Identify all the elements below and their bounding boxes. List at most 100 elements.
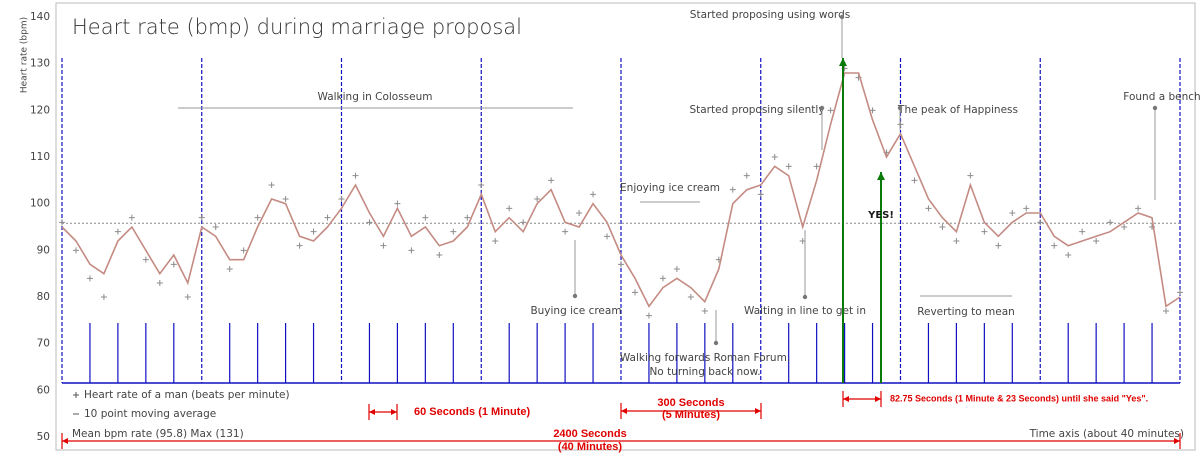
heart-rate-point: [1065, 252, 1072, 258]
heart-rate-point: [673, 266, 680, 272]
annotation: Found a bench: [1123, 91, 1200, 103]
annotation-dot: [819, 105, 825, 111]
heart-rate-point: [86, 275, 93, 282]
y-tick-label: 100: [30, 198, 50, 210]
heart-rate-point: [1037, 219, 1044, 226]
heart-rate-point: [869, 107, 876, 114]
annotation: Enjoying ice cream: [620, 182, 720, 194]
y-tick-label: 60: [37, 384, 50, 396]
heart-rate-point: [785, 163, 792, 170]
heart-rate-point: [1051, 242, 1058, 249]
heart-rate-point: [604, 233, 611, 240]
heart-rate-point: [170, 261, 177, 268]
heart-rate-point: [226, 266, 233, 272]
heart-rate-point: [1177, 289, 1183, 296]
annotation: No turning back now.: [649, 366, 760, 378]
y-axis-label: Heart rate (bpm): [20, 17, 30, 93]
heart-rate-point: [953, 238, 960, 244]
heart-rate-point: [268, 182, 275, 188]
heart-rate-point: [59, 219, 65, 226]
heart-rate-point: [548, 177, 555, 184]
heart-rate-point: [1163, 308, 1170, 314]
red-arrowhead: [391, 409, 397, 415]
annotation: Started proposing silently: [689, 104, 824, 116]
heart-rate-point: [981, 228, 988, 235]
heart-rate-point: [520, 219, 527, 226]
heart-rate-point: [394, 200, 401, 207]
heart-rate-point: [408, 247, 415, 254]
heart-rate-point: [1135, 205, 1142, 212]
frame: [55, 2, 1196, 451]
heart-rate-point: [436, 252, 443, 258]
red-arrowhead: [1174, 438, 1180, 444]
heart-rate-point: [1093, 238, 1100, 244]
heart-rate-point: [645, 312, 652, 319]
annotation: Walking in Colosseum: [317, 91, 432, 103]
heart-rate-point: [156, 280, 163, 286]
heart-rate-point: [631, 289, 638, 296]
heart-rate-point: [464, 214, 471, 221]
heart-rate-point: [254, 214, 261, 221]
heart-rate-point: [72, 247, 79, 254]
yes-label: YES!: [867, 210, 894, 221]
heart-rate-point: [925, 205, 932, 212]
heart-rate-point: [757, 191, 764, 198]
red-arrowhead: [875, 396, 881, 402]
callout: 300 Seconds: [657, 397, 724, 409]
green-arrowhead: [877, 172, 885, 180]
heart-rate-point: [296, 242, 303, 249]
annotation: Buying ice cream: [530, 305, 621, 317]
chart-title: Heart rate (bmp) during marriage proposa…: [72, 15, 522, 39]
heart-rate-point: [799, 238, 806, 244]
heart-rate-point: [212, 224, 219, 230]
heart-rate-point: [743, 172, 750, 179]
red-arrowhead: [62, 438, 68, 444]
heart-rate-point: [450, 228, 457, 235]
heart-rate-point: [1121, 224, 1128, 230]
y-tick-label: 120: [30, 104, 50, 116]
heart-rate-point: [1023, 205, 1030, 212]
heart-rate-point: [897, 121, 904, 128]
heart-rate-point: [618, 261, 624, 268]
heart-rate-point: [701, 308, 708, 314]
callout: 60 Seconds (1 Minute): [414, 406, 530, 418]
heart-rate-point: [366, 219, 373, 226]
heart-rate-point: [590, 191, 597, 198]
y-tick-label: 70: [37, 338, 50, 350]
heart-rate-point: [142, 256, 149, 263]
heart-rate-point: [562, 228, 569, 235]
heart-rate-point: [827, 107, 834, 114]
red-arrowhead: [621, 408, 627, 414]
legend-label: 10 point moving average: [84, 408, 216, 420]
annotation-dot: [1152, 105, 1158, 111]
legend-label: Heart rate of a man (beats per minute): [84, 389, 290, 401]
x-axis-label: Time axis (about 40 minutes): [1029, 428, 1184, 440]
green-arrowhead: [839, 58, 847, 66]
annotation: Reverting to mean: [917, 306, 1015, 318]
heart-rate-point: [729, 186, 736, 193]
y-tick-label: 50: [37, 431, 50, 443]
heart-rate-point: [1009, 210, 1016, 216]
heart-rate-point: [240, 247, 247, 254]
annotation-dot: [897, 105, 903, 111]
summary: Mean bpm rate (95.8) Max (131): [72, 428, 244, 440]
heart-rate-point: [813, 163, 820, 170]
heart-rate-point: [198, 214, 205, 221]
callout: (40 Minutes): [558, 441, 623, 453]
heart-rate-point: [506, 205, 513, 212]
annotation: Walking forwards Roman Forum.: [620, 352, 790, 364]
heart-rate-point: [128, 214, 135, 221]
heart-rate-point: [380, 242, 387, 249]
annotation: Waiting in line to get in: [744, 305, 866, 317]
y-tick-label: 140: [30, 11, 50, 23]
annotation: The peak of Happiness: [897, 104, 1018, 116]
red-arrowhead: [369, 409, 375, 415]
legend-marker: [73, 392, 79, 398]
callout: 82.75 Seconds (1 Minute & 23 Seconds) un…: [890, 393, 1148, 403]
annotation-dot: [839, 14, 845, 20]
heart-rate-point: [492, 238, 499, 244]
heart-rate-point: [534, 196, 541, 202]
heart-rate-point: [324, 214, 331, 221]
heart-rate-point: [478, 182, 485, 188]
